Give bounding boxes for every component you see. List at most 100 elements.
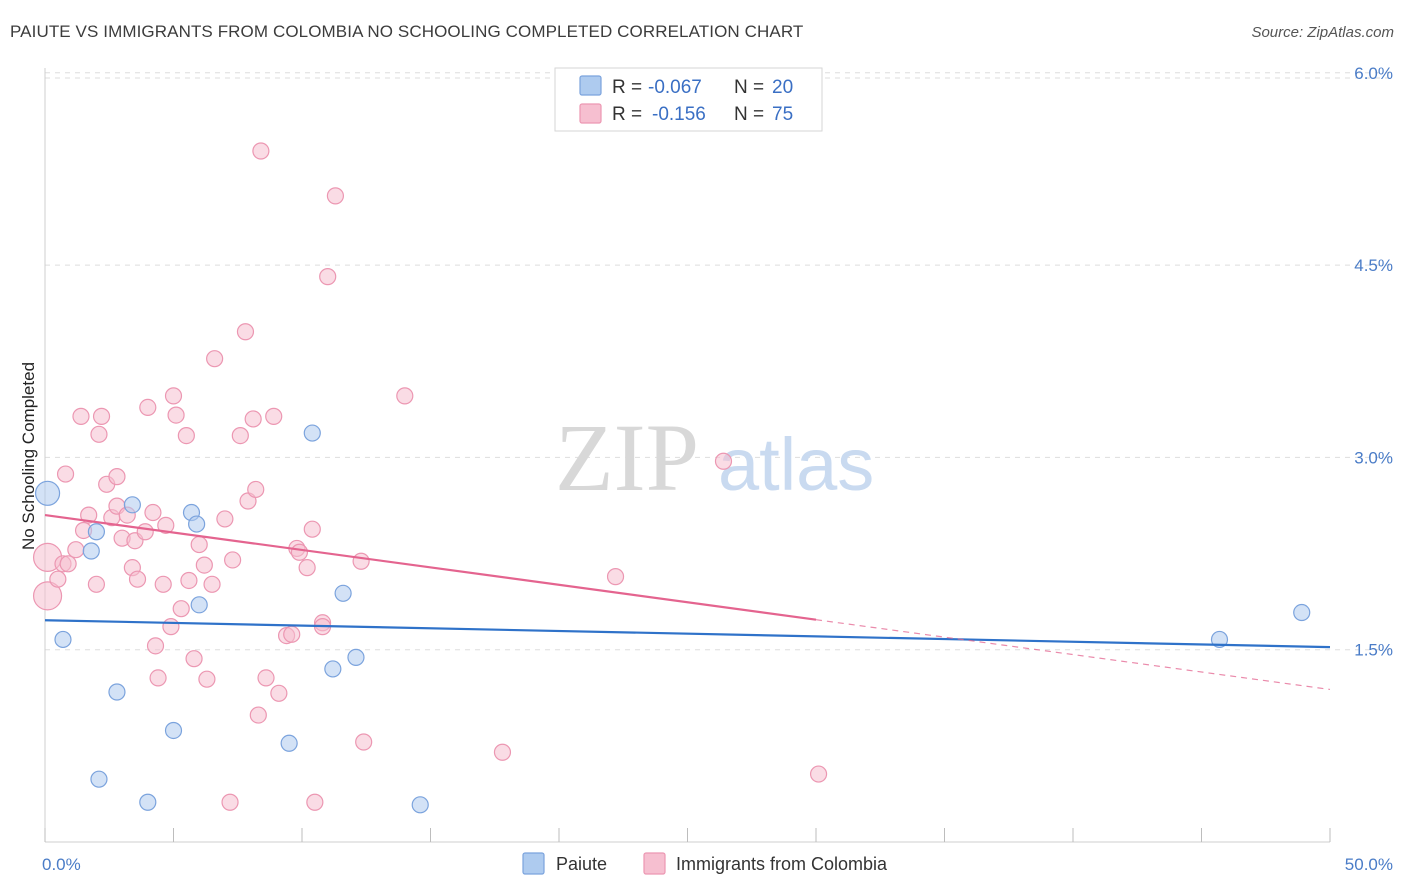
data-point-paiute-0 <box>34 480 61 506</box>
x-tick-label-0: 0.0% <box>42 855 81 874</box>
data-point-paiute-9 <box>164 721 183 740</box>
data-point-paiute-5 <box>108 683 126 701</box>
data-point-colombia-63 <box>249 706 267 724</box>
watermark-zip: ZIP <box>555 404 699 511</box>
data-point-colombia-36 <box>190 535 208 554</box>
data-point-colombia-26 <box>149 669 167 687</box>
data-point-colombia-11 <box>90 425 108 443</box>
data-point-colombia-40 <box>206 350 224 368</box>
data-point-colombia-24 <box>144 503 162 522</box>
data-point-paiute-13 <box>334 584 352 602</box>
data-point-colombia-41 <box>216 510 234 528</box>
data-point-colombia-43 <box>231 427 249 445</box>
data-point-colombia-9 <box>80 506 98 524</box>
data-point-paiute-10 <box>90 770 108 788</box>
y-axis-label: No Schooling Completed <box>19 362 38 550</box>
data-point-colombia-55 <box>290 543 309 561</box>
data-point-colombia-46 <box>244 410 262 428</box>
data-point-colombia-1 <box>32 581 63 611</box>
data-point-colombia-28 <box>157 516 175 534</box>
trend-lines <box>44 514 1331 691</box>
data-point-colombia-68 <box>493 743 512 761</box>
data-point-colombia-57 <box>303 520 321 538</box>
trend-line-colombia <box>44 514 817 621</box>
data-point-paiute-12 <box>303 424 321 442</box>
trend-line-colombia-extension <box>815 619 1331 691</box>
legend-r-value-colombia: -0.156 <box>652 104 706 125</box>
data-point-colombia-44 <box>236 323 255 341</box>
data-point-colombia-48 <box>252 142 270 160</box>
tick-labels: 1.5% 3.0% 4.5% 6.0% 0.0% 50.0% <box>42 64 1393 874</box>
grid-lines <box>45 72 1392 651</box>
data-point-colombia-50 <box>265 407 283 425</box>
data-point-colombia-37 <box>195 556 213 574</box>
data-point-paiute-19 <box>1293 603 1311 622</box>
bottom-legend: Paiute Immigrants from Colombia <box>522 852 888 875</box>
data-point-colombia-35 <box>185 650 203 668</box>
bottom-legend-swatch-paiute <box>522 852 545 875</box>
data-point-colombia-7 <box>72 407 90 425</box>
legend-r-value-paiute: -0.067 <box>648 77 702 98</box>
legend-n-label-colombia: N = <box>734 104 764 125</box>
legend-box: R = -0.067 N = 20 R = -0.156 N = 75 <box>554 67 823 132</box>
data-point-colombia-70 <box>714 452 733 470</box>
bottom-legend-swatch-colombia <box>643 852 666 875</box>
data-point-colombia-65 <box>352 552 370 570</box>
y-tick-label-3: 6.0% <box>1354 64 1393 83</box>
series-immigrants-from-colombia <box>32 142 828 811</box>
legend-r-label-colombia: R = <box>612 104 642 125</box>
data-point-colombia-4 <box>59 555 77 573</box>
data-point-paiute-3 <box>82 542 100 560</box>
data-point-colombia-2 <box>49 570 67 588</box>
data-point-colombia-31 <box>167 406 185 424</box>
legend-swatch-colombia <box>579 103 602 124</box>
data-point-paiute-7 <box>188 515 206 533</box>
data-point-colombia-69 <box>606 568 625 586</box>
data-point-colombia-62 <box>221 793 239 811</box>
data-point-colombia-66 <box>355 733 373 751</box>
data-point-colombia-34 <box>180 571 198 590</box>
data-point-colombia-32 <box>172 600 190 618</box>
data-point-colombia-64 <box>306 793 324 811</box>
data-point-colombia-29 <box>162 618 180 636</box>
data-point-colombia-67 <box>396 387 414 405</box>
axes <box>44 68 1331 843</box>
data-point-paiute-18 <box>1210 630 1229 649</box>
legend-n-label-paiute: N = <box>734 77 764 98</box>
data-point-paiute-14 <box>324 660 342 678</box>
data-point-colombia-53 <box>283 625 301 643</box>
legend-swatch-paiute <box>579 75 602 96</box>
legend-n-value-paiute: 20 <box>772 77 793 98</box>
data-point-colombia-42 <box>224 551 242 569</box>
data-point-colombia-30 <box>164 387 183 405</box>
data-point-colombia-49 <box>257 669 275 687</box>
data-point-colombia-16 <box>108 468 126 486</box>
data-point-colombia-5 <box>56 465 75 483</box>
data-point-colombia-10 <box>87 575 106 593</box>
watermark: ZIP atlas <box>555 404 874 511</box>
data-point-colombia-38 <box>198 670 216 688</box>
series-paiute <box>34 424 1311 814</box>
x-tick-label-1: 50.0% <box>1345 855 1393 874</box>
data-point-paiute-4 <box>123 496 141 514</box>
data-point-paiute-2 <box>87 523 106 541</box>
bottom-legend-label-paiute: Paiute <box>556 854 607 874</box>
data-point-colombia-51 <box>270 684 288 702</box>
data-point-colombia-61 <box>326 187 345 205</box>
data-point-colombia-47 <box>247 480 265 499</box>
data-point-colombia-39 <box>203 575 221 593</box>
y-tick-label-1: 3.0% <box>1354 448 1393 467</box>
data-point-paiute-1 <box>54 630 72 649</box>
data-point-colombia-25 <box>146 637 165 655</box>
data-point-colombia-6 <box>67 541 85 559</box>
data-point-colombia-12 <box>92 407 111 425</box>
data-point-colombia-56 <box>298 559 316 577</box>
data-point-paiute-17 <box>411 796 429 814</box>
bottom-legend-label-colombia: Immigrants from Colombia <box>676 854 888 874</box>
data-point-paiute-11 <box>139 793 157 811</box>
y-tick-label-0: 1.5% <box>1354 641 1393 660</box>
data-point-paiute-8 <box>190 596 208 614</box>
chart-title: PAIUTE VS IMMIGRANTS FROM COLOMBIA NO SC… <box>10 22 804 41</box>
data-point-colombia-71 <box>809 765 828 783</box>
